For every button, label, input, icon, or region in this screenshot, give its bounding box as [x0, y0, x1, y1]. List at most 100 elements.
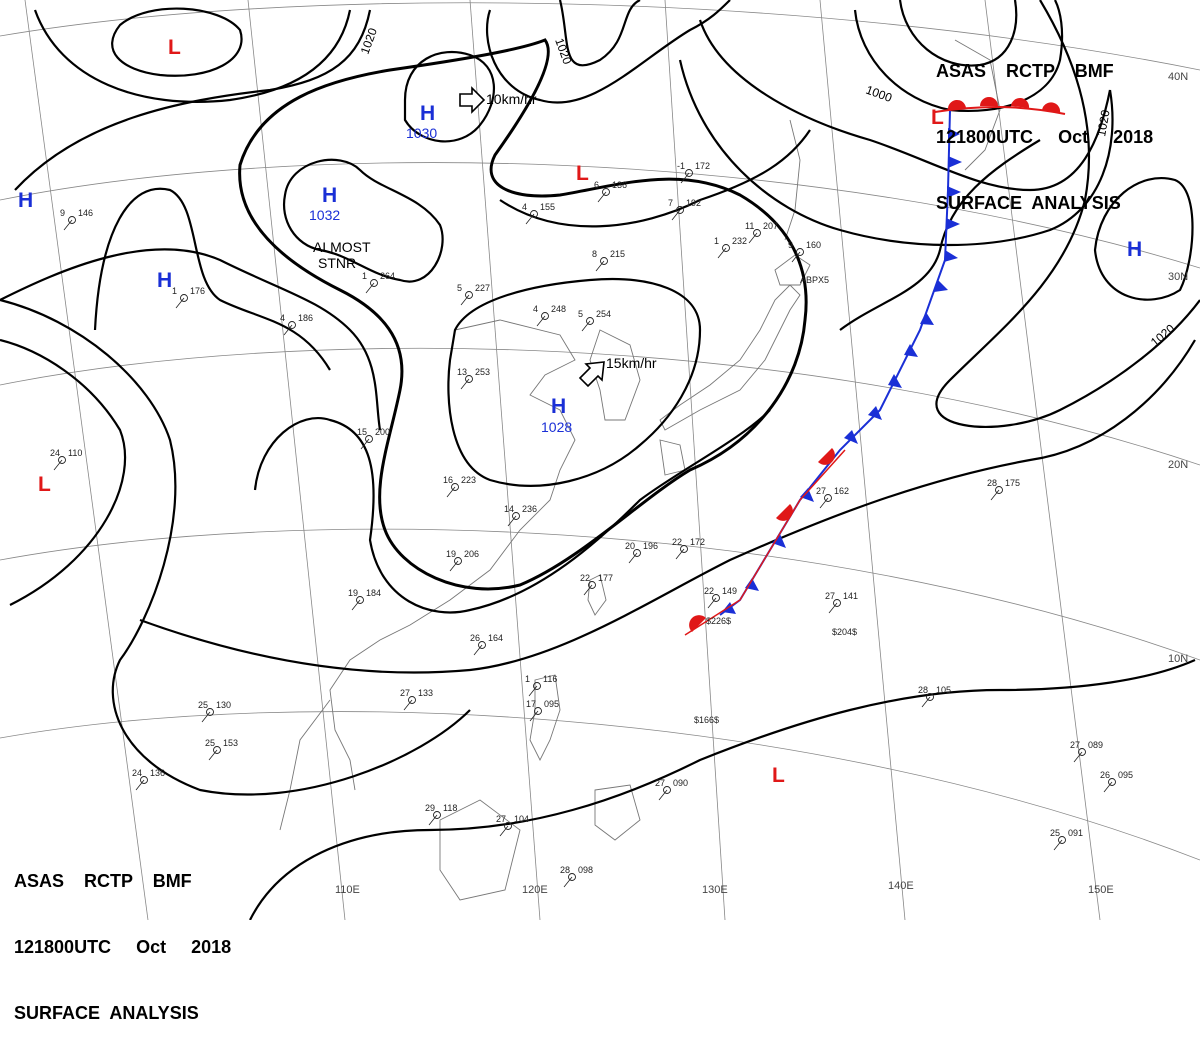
coast-borneo	[439, 799, 521, 901]
header-top: ASAS RCTP BMF 121800UTC Oct 2018 SURFACE…	[936, 16, 1153, 236]
high-pressure-value: 1028	[541, 419, 572, 435]
station-pressure: 164	[488, 633, 503, 643]
high-center-marker: H	[18, 189, 33, 212]
station-temperature: 26	[1100, 770, 1110, 780]
wind-barb-icon	[595, 260, 605, 272]
station-circle-icon	[504, 822, 512, 830]
station-circle-icon	[568, 873, 576, 881]
station-temperature: 27	[400, 688, 410, 698]
station-temperature: 22	[580, 573, 590, 583]
station-plot: 27 133	[400, 688, 433, 711]
station-pressure: 141	[843, 591, 858, 601]
isobar-china-west	[0, 248, 382, 431]
station-circle-icon	[465, 375, 473, 383]
stationary-note: ALMOST STNR	[313, 239, 371, 271]
wind-barb-icon	[460, 378, 470, 390]
station-pressure: 146	[78, 208, 93, 218]
warm-front-bump	[947, 99, 966, 110]
lat-line-20n	[0, 347, 1200, 466]
station-circle-icon	[288, 321, 296, 329]
station-circle-icon	[213, 746, 221, 754]
lon-line-120e	[469, 0, 541, 920]
station-temperature: 26	[470, 633, 480, 643]
wind-barb-icon	[563, 876, 573, 888]
lat-line-30n	[0, 162, 1200, 269]
station-circle-icon	[1058, 836, 1066, 844]
isobar-label: 1020	[1094, 108, 1112, 137]
wind-barb-icon	[529, 710, 539, 722]
station-temperature: 4	[280, 313, 285, 323]
station-temperature: 1	[714, 236, 719, 246]
cold-front-pip	[868, 406, 882, 420]
station-temperature: 24	[132, 768, 142, 778]
station-circle-icon	[534, 707, 542, 715]
wind-barb-icon	[597, 191, 607, 203]
warm-front-line-south	[684, 449, 846, 636]
station-circle-icon	[1078, 748, 1086, 756]
wind-barb-icon	[135, 779, 145, 791]
station-plot: 15 200	[357, 427, 390, 450]
station-plot: 1 264	[362, 271, 395, 294]
station-temperature: 11	[745, 221, 754, 231]
note-line: ALMOST	[313, 239, 371, 255]
high-center-marker: H	[551, 395, 566, 418]
warm-front-bump	[818, 448, 835, 465]
station-plot: 27 090	[655, 778, 688, 801]
station-temperature: 19	[446, 549, 456, 559]
isobar-sw-1	[0, 338, 127, 606]
wind-barb-icon	[819, 497, 829, 509]
wind-barb-icon	[1053, 839, 1063, 851]
cold-front-pip	[947, 186, 961, 198]
station-plot: 8 215	[592, 249, 625, 272]
wind-barb-icon	[707, 597, 717, 609]
station-pressure: 162	[834, 486, 849, 496]
station-temperature: 28	[918, 685, 928, 695]
isobar-npac-1	[499, 129, 811, 228]
station-circle-icon	[433, 811, 441, 819]
cold-front-pip	[772, 534, 786, 548]
station-circle-icon	[722, 244, 730, 252]
station-pressure: 130	[216, 700, 231, 710]
isobar-1020-east	[935, 0, 1200, 428]
station-plot: 28 098	[560, 865, 593, 888]
lon-line-130e	[664, 0, 726, 920]
station-pressure: 177	[598, 573, 613, 583]
station-circle-icon	[68, 216, 76, 224]
station-plot: 1 176	[172, 286, 205, 309]
wind-barb-icon	[791, 251, 801, 263]
station-pressure: 196	[643, 541, 658, 551]
station-plot: 17 095	[526, 699, 559, 722]
station-temperature: 19	[348, 588, 358, 598]
station-plot: 9 160	[788, 240, 821, 263]
warm-front-bump	[1011, 97, 1030, 108]
station-pressure: 104	[514, 814, 529, 824]
station-plot: 25 091	[1050, 828, 1083, 851]
station-pressure: 253	[475, 367, 490, 377]
isobar-low-ne	[486, 0, 731, 104]
station-temperature: 28	[987, 478, 997, 488]
station-plot: 14 236	[504, 504, 537, 527]
motion-arrow-icon	[578, 361, 605, 388]
station-temperature: 27	[816, 486, 826, 496]
station-pressure: 136	[612, 180, 627, 190]
station-pressure: 206	[464, 549, 479, 559]
station-plot: 5 254	[578, 309, 611, 332]
station-temperature: 25	[198, 700, 208, 710]
station-circle-icon	[530, 210, 538, 218]
cold-front-pip	[948, 156, 962, 168]
isobar-1000	[853, 0, 1064, 112]
station-temperature: 17	[526, 699, 536, 709]
station-circle-icon	[995, 486, 1003, 494]
lat-line-0n	[0, 711, 1200, 861]
header-line1: ASAS RCTP BMF	[14, 871, 192, 891]
station-circle-icon	[465, 291, 473, 299]
high-center-marker: H	[1127, 238, 1142, 261]
station-plot: 24 136	[132, 768, 165, 791]
station-circle-icon	[685, 169, 693, 177]
header-line1: ASAS RCTP BMF	[936, 61, 1114, 81]
wind-barb-icon	[717, 247, 727, 259]
cold-front-pip	[944, 250, 958, 262]
station-circle-icon	[206, 708, 214, 716]
motion-speed: 15km/hr	[606, 355, 657, 371]
station-pressure: 136	[150, 768, 165, 778]
